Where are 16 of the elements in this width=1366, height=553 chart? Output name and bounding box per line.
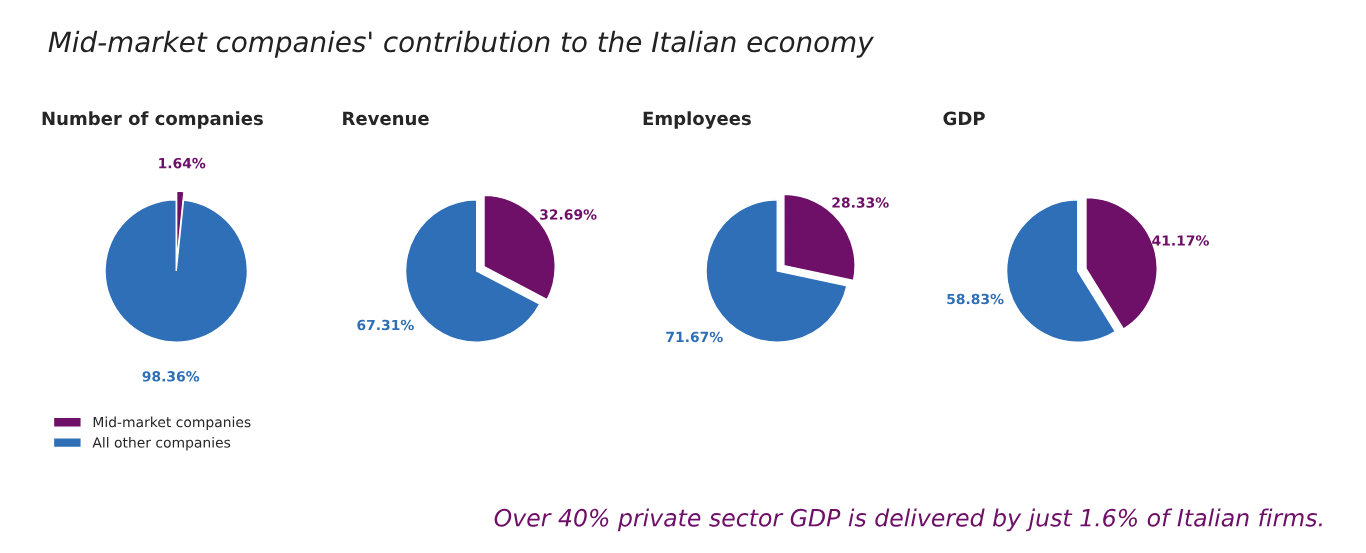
data-label: 41.17% (1152, 235, 1209, 246)
chart-title: GDP (943, 111, 985, 126)
legend-label: Mid-market companies (93, 416, 251, 431)
data-label: 28.33% (832, 197, 889, 208)
legend-label: All other companies (92, 436, 231, 451)
data-label: 1.64% (159, 157, 206, 169)
data-label: 32.69% (540, 209, 597, 220)
chart-title: Revenue (343, 111, 429, 126)
data-label: 67.31% (357, 319, 414, 331)
data-label: 71.67% (666, 331, 723, 343)
data-label: 98.36% (142, 371, 200, 382)
data-label: 58.83% (947, 293, 1004, 305)
text: Mid-market companies' contribution to the Italian economy (48, 30, 874, 58)
text: Over 40% private sector GDP is delivered by just 1.6% of Italian firms. (494, 508, 1322, 532)
chart-title: Employees (643, 111, 751, 129)
chart-title: Number of companies (42, 111, 263, 129)
